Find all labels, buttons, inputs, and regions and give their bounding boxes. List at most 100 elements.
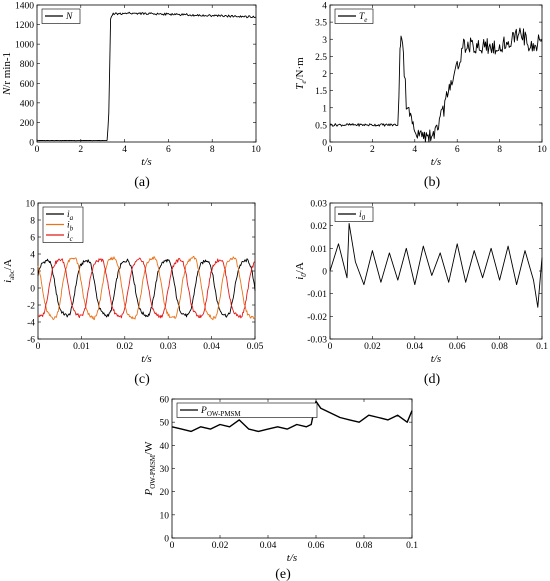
y-axis-label: POW-PMSM/W — [143, 441, 157, 497]
y-tick-label: 600 — [20, 80, 35, 90]
series-line-POW-PMSM — [171, 400, 413, 433]
y-tick-label: 0.01 — [310, 245, 327, 255]
y-tick-label: 60 — [160, 396, 170, 406]
y-tick-label: 2.5 — [315, 53, 327, 63]
x-axis-label: t/s — [141, 156, 151, 168]
y-tick-label: 1000 — [15, 41, 34, 51]
x-tick-label: 0.03 — [160, 342, 177, 352]
panel-a: 0 2 4 6 8 10 0 200 400 600 800 1000 1200 1400 t/s N/r m… — [1, 2, 261, 169]
y-tick-label: 4 — [30, 251, 35, 261]
series-line-ic — [37, 257, 256, 319]
x-tick-label: 10 — [251, 145, 261, 155]
series-line-i0 — [329, 222, 543, 308]
x-tick-label: 10 — [537, 145, 547, 155]
x-tick-label: 0.06 — [449, 342, 466, 352]
y-tick-label: 10 — [160, 511, 170, 521]
x-tick-label: 0.08 — [491, 342, 508, 352]
y-tick-label: 50 — [160, 419, 170, 429]
x-tick-label: 0.1 — [406, 541, 418, 551]
y-axis-label: iabc/A — [2, 259, 16, 283]
x-tick-label: 8 — [497, 145, 502, 155]
x-tick-label: 0.06 — [308, 541, 325, 551]
y-tick-label: 3 — [322, 36, 327, 46]
y-tick-label: 0.02 — [310, 222, 327, 232]
y-tick-label: 20 — [160, 488, 170, 498]
plot-area — [171, 398, 413, 539]
legend-label: ic — [67, 231, 74, 243]
x-tick-label: 0 — [328, 342, 333, 352]
y-tick-label: 0.5 — [315, 121, 327, 131]
y-tick-label: 10 — [26, 200, 36, 210]
y-tick-label: -0.03 — [307, 336, 327, 346]
x-tick-label: 0.04 — [203, 342, 220, 352]
y-tick-label: 30 — [160, 465, 170, 475]
y-tick-label: 0 — [29, 139, 34, 149]
y-tick-label: -2 — [27, 302, 35, 312]
x-tick-label: 0 — [36, 342, 41, 352]
legend-label: N — [65, 12, 73, 22]
series-line-ib — [37, 255, 256, 321]
y-tick-label: 800 — [20, 60, 35, 70]
series-line-N — [37, 11, 257, 142]
y-tick-label: 2 — [30, 268, 35, 278]
y-tick-label: 8 — [30, 217, 35, 227]
y-tick-label: 0 — [322, 139, 327, 149]
panel-c: 0 0.01 0.02 0.03 0.04 0.05 -6 -4 -2 0 2 4 6 8 10 t/s iab… — [2, 200, 264, 366]
legend-label: Te — [359, 12, 367, 24]
y-tick-label: 1.5 — [315, 87, 327, 97]
x-tick-label: 4 — [122, 145, 127, 155]
x-tick-label: 8 — [210, 145, 215, 155]
x-tick-label: 0.1 — [536, 342, 548, 352]
panel-e: 0 0.02 0.04 0.06 0.08 0.1 0 10 20 30 40 50 60 t/s POW-… — [143, 396, 418, 565]
y-tick-label: 200 — [20, 119, 35, 129]
legend-label: POW-PMSM — [200, 406, 241, 418]
y-axis-label: Te/N·m — [294, 57, 308, 90]
caption-d: (d) — [424, 372, 441, 387]
x-tick-label: 2 — [370, 145, 375, 155]
panel-b: 0 2 4 6 8 10 0 0.5 1 1.5 2 2.5 3 3.5 4 t/s Te/N·m Te — [294, 2, 547, 169]
x-tick-label: 0 — [170, 541, 175, 551]
y-tick-label: 4 — [322, 2, 327, 12]
y-tick-label: 6 — [30, 234, 35, 244]
x-axis-label: t/s — [431, 353, 441, 365]
x-axis-label: t/s — [141, 353, 151, 365]
y-tick-label: 400 — [20, 99, 35, 109]
x-axis-label: t/s — [287, 552, 297, 564]
y-axis-label: N/r min-1 — [1, 52, 13, 96]
y-tick-label: -6 — [27, 336, 35, 346]
x-tick-label: 2 — [78, 145, 83, 155]
x-tick-label: 6 — [166, 145, 171, 155]
caption-c: (c) — [134, 372, 150, 387]
x-tick-label: 0.04 — [260, 541, 277, 551]
y-tick-label: 0 — [30, 285, 35, 295]
x-tick-label: 4 — [412, 145, 417, 155]
y-tick-label: 2 — [322, 70, 327, 80]
series-line-ia — [37, 258, 256, 318]
y-tick-label: 0 — [322, 268, 327, 278]
plot-area — [329, 202, 543, 340]
x-tick-label: 0.02 — [364, 342, 381, 352]
x-tick-label: 0.01 — [73, 342, 90, 352]
y-tick-label: 1200 — [15, 21, 34, 31]
x-tick-label: 0.08 — [356, 541, 373, 551]
y-tick-label: 3.5 — [315, 19, 327, 29]
panel-d: 0 0.02 0.04 0.06 0.08 0.1 -0.03 -0.02 -0.01 0 0.01… — [294, 200, 548, 366]
x-tick-label: 0.04 — [406, 342, 423, 352]
x-axis-label: t/s — [431, 156, 441, 168]
y-tick-label: 0.03 — [310, 200, 327, 210]
y-tick-label: 1 — [322, 104, 327, 114]
y-tick-label: 1400 — [15, 2, 34, 12]
legend-label: i0 — [359, 210, 366, 222]
x-tick-label: 0 — [328, 145, 333, 155]
y-tick-label: -4 — [27, 319, 35, 329]
series-line-Te — [329, 27, 543, 143]
plot-area — [36, 4, 257, 143]
x-tick-label: 6 — [455, 145, 460, 155]
caption-a: (a) — [134, 175, 150, 190]
y-tick-label: -0.01 — [307, 290, 327, 300]
plot-area — [329, 4, 543, 143]
y-tick-label: 0 — [164, 535, 169, 545]
y-tick-label: 40 — [160, 442, 170, 452]
legend-label: ia — [67, 210, 74, 222]
